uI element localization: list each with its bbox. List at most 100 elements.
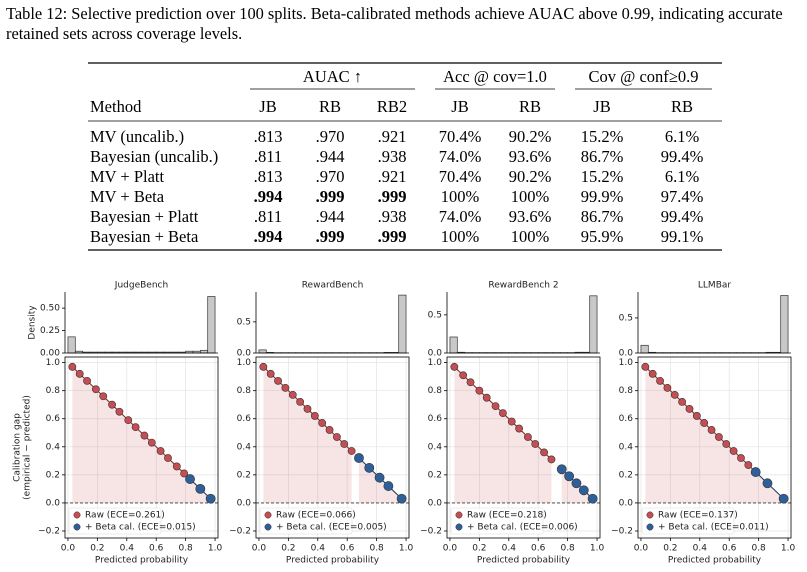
table-cell: .970 [316, 167, 345, 186]
x-tick-label: 0.6 [531, 544, 546, 554]
panel-frame [637, 356, 792, 539]
legend-marker [73, 511, 81, 519]
point [354, 453, 364, 463]
chart-title: RewardBench [302, 281, 364, 291]
table-cell: 99.4% [661, 147, 704, 166]
point [578, 485, 589, 496]
legend-label: Raw (ECE=0.066) [276, 511, 356, 521]
point [656, 376, 664, 385]
x-tick-label: 1.0 [781, 544, 796, 554]
point [383, 481, 394, 491]
y-tick-label: −0.2 [38, 526, 60, 536]
point [288, 390, 297, 399]
table-cell: .811 [254, 147, 282, 166]
table-cell: .813 [254, 167, 283, 186]
y-tick-label: 1.0 [46, 358, 61, 368]
y-tick-label: 0.4 [237, 442, 252, 452]
point [482, 393, 491, 402]
hist-bar [589, 295, 598, 354]
point [99, 392, 108, 401]
column-header: JB [593, 97, 610, 116]
point [778, 493, 789, 504]
table-cell: .944 [316, 207, 345, 226]
y-tick-label: 0.6 [46, 414, 61, 424]
point [274, 376, 282, 385]
gap-line [71, 366, 191, 480]
x-axis-label: Predicted probability [95, 556, 189, 566]
point [68, 362, 77, 371]
legend-label: Raw (ECE=0.218) [467, 511, 547, 521]
table-cell: .994 [254, 187, 283, 206]
column-header: RB2 [377, 97, 407, 116]
table-cell: 99.4% [661, 207, 704, 226]
table-cell: Bayesian + Platt [90, 207, 199, 226]
point [108, 400, 116, 409]
point [670, 390, 679, 399]
point [450, 362, 459, 371]
point [507, 417, 516, 426]
hist-bar [640, 344, 649, 354]
table-cell: Bayesian (uncalib.) [90, 147, 218, 166]
gap-area [72, 366, 191, 503]
point [124, 416, 133, 425]
point [340, 440, 349, 448]
point [663, 383, 672, 392]
point [164, 454, 172, 462]
y-tick-label: 0.0 [237, 349, 252, 359]
x-tick-label: 0.8 [560, 544, 575, 554]
table-cell: 74.0% [439, 147, 482, 166]
column-header: RB [319, 97, 341, 116]
y-tick-label: 0.6 [237, 414, 252, 424]
y-tick-label: −0.2 [420, 526, 442, 536]
legend-label: + Beta cal. (ECE=0.006) [467, 523, 578, 533]
point [762, 478, 773, 489]
gap-area [454, 366, 552, 503]
column-header: JB [451, 97, 468, 116]
table-cell: .970 [316, 127, 345, 146]
point [296, 397, 305, 406]
panel-frame [446, 356, 601, 539]
x-tick-label: 0.6 [149, 544, 164, 554]
point [466, 378, 475, 387]
table-cell: .921 [378, 127, 407, 146]
point [737, 454, 745, 462]
legend-label: + Beta cal. (ECE=0.005) [276, 523, 387, 533]
y-tick-label: 1.0 [428, 358, 443, 368]
x-tick-label: 0.6 [340, 544, 355, 554]
panel-frame [64, 356, 219, 539]
legend-label: + Beta cal. (ECE=0.015) [85, 523, 196, 533]
gap-line [644, 366, 757, 473]
point [700, 419, 709, 427]
point [685, 405, 694, 413]
hist-bar [258, 349, 267, 354]
x-axis-label: Predicted probability [477, 556, 571, 566]
table-cell: 93.6% [509, 207, 552, 226]
gap-area [263, 366, 352, 503]
point [587, 493, 598, 504]
table-cell: 74.0% [439, 207, 482, 226]
panel-frame [255, 356, 410, 539]
x-tick-label: 0.0 [252, 544, 267, 554]
point [333, 433, 341, 441]
table-cell: 6.1% [665, 127, 700, 146]
point [475, 386, 484, 395]
table-cell: .999 [378, 187, 407, 206]
table-cell: .994 [254, 227, 283, 246]
table-cell: Bayesian + Beta [90, 227, 199, 246]
point [318, 419, 327, 427]
point [571, 478, 582, 489]
x-tick-label: 0.2 [472, 544, 486, 554]
point [374, 472, 385, 483]
legend-label: Raw (ECE=0.137) [658, 511, 738, 521]
y-tick-label: 0.0 [428, 349, 443, 359]
y-tick-label: 0.2 [46, 470, 60, 480]
table-cell: 100% [441, 227, 480, 246]
point [547, 455, 556, 464]
y-tick-label: −0.2 [611, 526, 633, 536]
point [692, 412, 701, 420]
table-cell: 99.9% [581, 187, 624, 206]
x-tick-label: 0.2 [90, 544, 104, 554]
y-tick-label: 0.5 [237, 317, 251, 327]
table-cell: MV + Platt [90, 167, 165, 186]
x-axis-label: Predicted probability [286, 556, 380, 566]
